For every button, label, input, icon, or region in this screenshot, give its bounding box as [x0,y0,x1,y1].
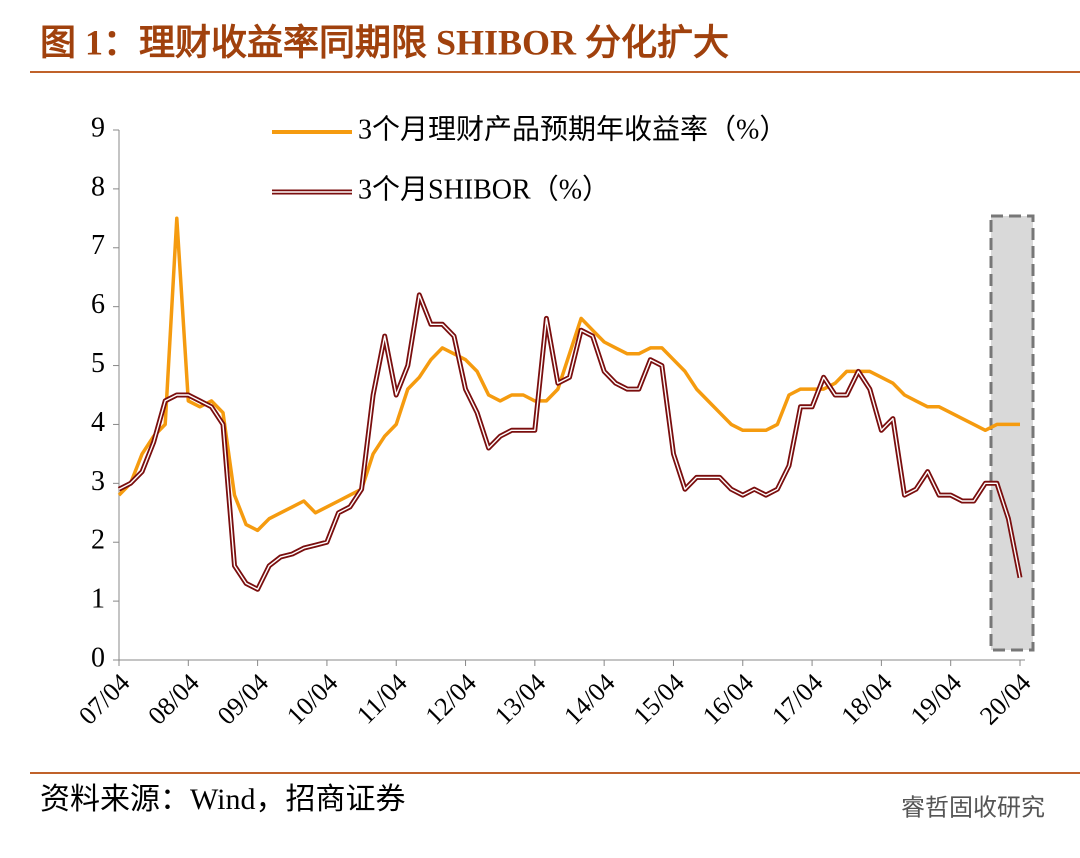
y-tick-label: 2 [91,525,105,556]
y-tick-label: 1 [91,584,105,615]
y-tick-label: 4 [91,407,105,438]
x-tick-label: 13/04 [489,668,551,730]
x-tick-label: 20/04 [974,668,1036,730]
source-note: 资料来源：Wind，招商证券 [40,783,405,816]
x-tick-label: 18/04 [835,668,897,730]
legend-label: 3个月理财产品预期年收益率（%） [358,113,787,145]
x-tick-label: 09/04 [212,668,274,730]
y-tick-label: 8 [91,171,105,202]
y-tick-label: 9 [91,112,105,143]
y-tick-label: 6 [91,289,105,320]
highlight-box [989,214,1035,652]
x-tick-label: 10/04 [281,668,343,730]
y-tick-label: 3 [91,466,105,497]
y-tick-label: 0 [91,642,105,673]
series-line [117,216,1020,533]
x-tick-label: 12/04 [420,668,482,730]
x-tick-label: 15/04 [628,668,690,730]
x-tick-label: 11/04 [351,668,413,730]
legend-label: 3个月SHIBOR（%） [358,173,610,205]
x-tick-label: 19/04 [905,668,967,730]
x-tick-label: 07/04 [73,668,135,730]
chart-title: 图 1：理财收益率同期限 SHIBOR 分化扩大 [40,22,729,62]
x-tick-label: 16/04 [697,668,759,730]
watermark: 睿哲固收研究 [901,795,1045,822]
x-tick-label: 14/04 [558,668,620,730]
y-tick-label: 5 [91,348,105,379]
x-tick-label: 08/04 [142,668,204,730]
series-line-inner [118,294,1021,590]
y-tick-label: 7 [91,230,105,261]
series-line [117,292,1023,592]
x-tick-label: 17/04 [766,668,828,730]
